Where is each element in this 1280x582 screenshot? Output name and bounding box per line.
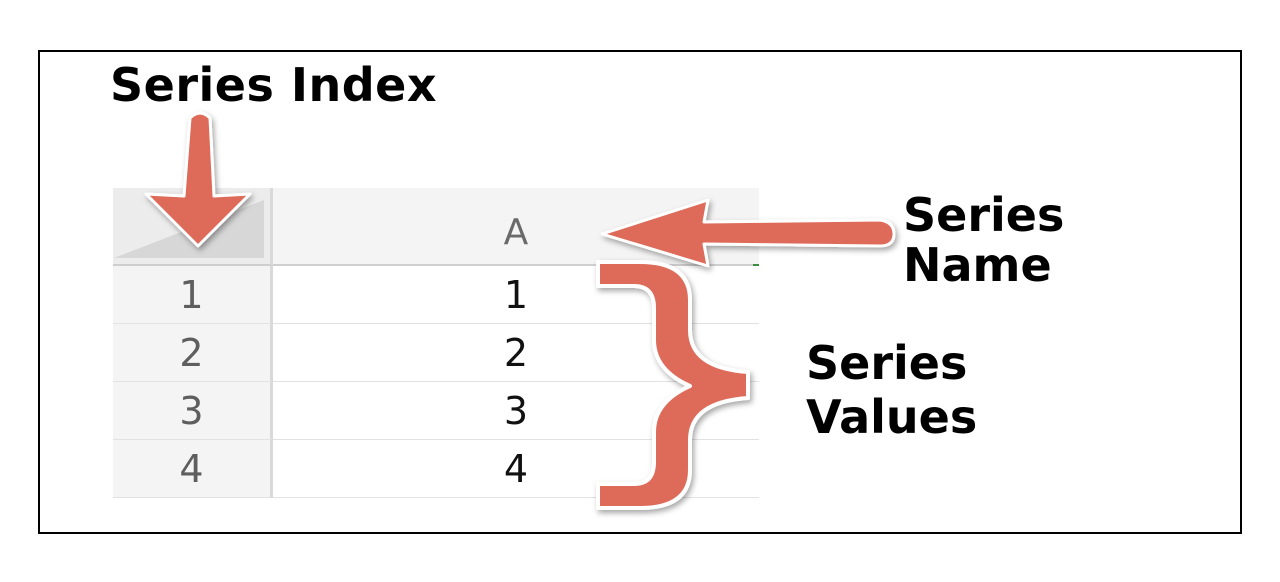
cell-a3[interactable]: 3 <box>273 382 759 440</box>
series-values-line1: Series <box>806 336 968 390</box>
cell-a4[interactable]: 4 <box>273 440 759 498</box>
series-name-line1: Series <box>903 188 1065 242</box>
series-name-label: Series Name <box>903 190 1064 290</box>
series-index-label: Series Index <box>110 58 438 112</box>
cell-a1[interactable]: 1 <box>273 266 759 324</box>
series-name-line2: Name <box>903 238 1052 292</box>
series-values-line2: Values <box>806 390 978 444</box>
select-all-triangle-icon <box>114 200 264 258</box>
row-header[interactable]: 3 <box>113 382 273 440</box>
row-header[interactable]: 1 <box>113 266 273 324</box>
cell-a2[interactable]: 2 <box>273 324 759 382</box>
series-values-label: Series Values <box>806 336 977 444</box>
row-header[interactable]: 2 <box>113 324 273 382</box>
select-all-corner[interactable] <box>113 188 273 266</box>
column-header-a[interactable]: A <box>273 188 759 266</box>
spreadsheet: A 1 1 2 2 3 3 4 4 <box>113 188 759 498</box>
column-header-label: A <box>503 212 529 253</box>
row-header[interactable]: 4 <box>113 440 273 498</box>
